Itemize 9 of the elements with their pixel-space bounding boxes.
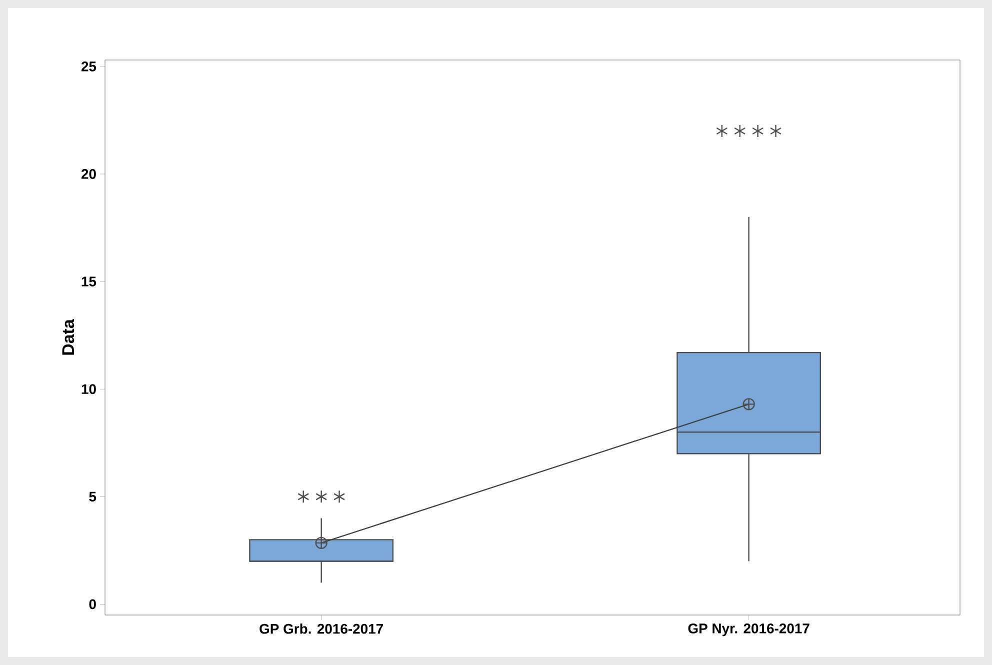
x-tick-label: GP Nyr. 2016-2017 [688, 624, 810, 636]
y-tick-label: 5 [89, 492, 96, 502]
y-tick-label: 15 [82, 276, 96, 286]
x-tick-label: GP Grb. 2016-2017 [260, 624, 383, 634]
y-tick-label: 10 [82, 384, 96, 394]
y-tick-label: 0 [89, 599, 96, 610]
y-axis-title: Data [62, 319, 74, 355]
y-tick-label: 20 [81, 169, 96, 179]
y-tick-label: 25 [81, 62, 96, 72]
